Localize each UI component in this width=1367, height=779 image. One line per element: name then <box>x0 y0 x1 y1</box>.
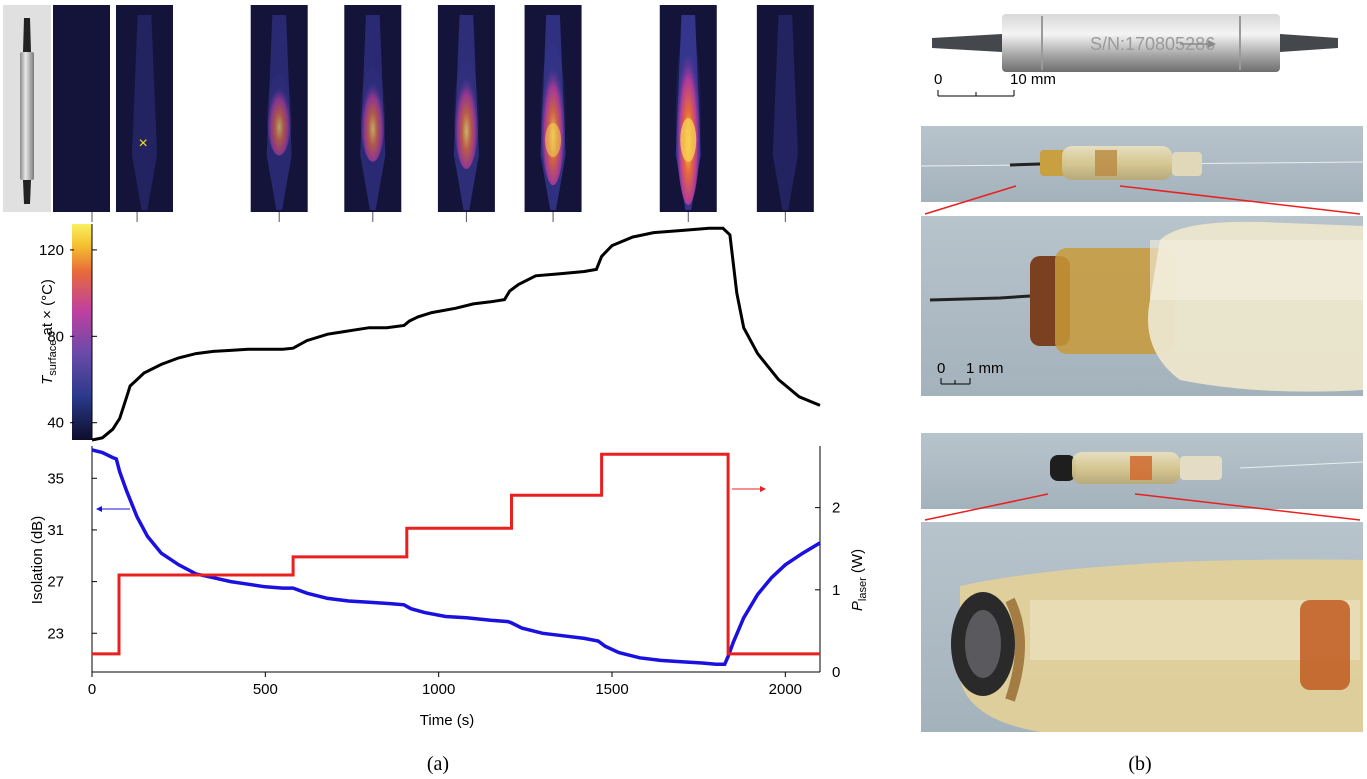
burnt-tip <box>1050 455 1076 481</box>
temperature-marker: × <box>139 135 148 152</box>
x-tick-label: 0 <box>88 681 96 698</box>
isolation-y-tick-label: 23 <box>47 625 64 642</box>
thermal-frame: × <box>116 5 173 222</box>
isolation-y-tick-label: 35 <box>47 470 64 487</box>
x-tick-label: 1500 <box>595 681 628 698</box>
x-tick-label: 500 <box>253 681 278 698</box>
isolator-device-vertical <box>20 18 34 204</box>
temp-y-tick-label: 80 <box>47 328 64 345</box>
svg-text:1 mm: 1 mm <box>966 360 1004 377</box>
photo-damaged-overview-1 <box>920 126 1364 202</box>
svg-text:0: 0 <box>934 71 942 88</box>
thermal-frame <box>659 5 717 222</box>
time-x-axis-label: Time (s) <box>420 712 474 729</box>
svg-text:0: 0 <box>937 360 945 377</box>
isolation-series-line <box>91 448 821 667</box>
left-fiber-boot <box>932 34 1002 52</box>
photo-damaged-closeup-2 <box>921 522 1363 732</box>
right-fiber-boot <box>1280 34 1338 52</box>
isolation-power-chart: 0 500 1000 1500 2000 23 27 31 35 0 1 2 Isolation (d… <box>29 446 869 729</box>
colorbar <box>72 224 92 440</box>
panel-label-b: (b) <box>1128 753 1151 775</box>
photo-damaged-closeup-1 <box>921 216 1363 396</box>
isolator-body <box>1002 14 1280 72</box>
thermal-strip: × <box>3 5 814 222</box>
temp-y-axis-label: Tsurface at × (°C) <box>39 279 59 385</box>
panel-label-a: (a) <box>427 753 449 775</box>
power-y-tick-label: 0 <box>832 664 840 681</box>
scale-bar-1mm: 0 1 mm <box>937 360 1004 385</box>
serial-number: S/N:170805286 <box>1090 34 1215 54</box>
power-y-tick-label: 1 <box>832 582 840 599</box>
svg-text:10 mm: 10 mm <box>1010 71 1056 88</box>
photo-damaged-overview-2 <box>921 433 1364 509</box>
magnet-end <box>1040 150 1066 176</box>
temperature-series-line <box>91 226 821 442</box>
power-y-axis-label: Plaser (W) <box>849 549 869 611</box>
thermal-frame <box>53 5 110 222</box>
zoom-lines-1 <box>924 185 1361 215</box>
isolation-y-tick-label: 27 <box>47 574 64 591</box>
isolation-y-axis-label: Isolation (dB) <box>29 516 46 604</box>
thermal-frame <box>344 5 402 222</box>
isolation-y-tick-label: 31 <box>47 522 64 539</box>
temperature-chart: 40 80 120 Tsurface at × (°C) <box>39 224 821 442</box>
laser-power-series-line <box>92 452 820 656</box>
x-tick-label: 1000 <box>422 681 455 698</box>
isolation-axis-arrow <box>96 506 130 512</box>
scale-bar-10mm: 0 10 mm <box>934 71 1056 97</box>
thermal-frame <box>756 5 814 222</box>
thermal-frame <box>250 5 308 222</box>
temp-y-tick-label: 40 <box>47 415 64 432</box>
thermal-frame <box>524 5 582 222</box>
x-tick-label: 2000 <box>769 681 802 698</box>
thermal-frame <box>437 5 495 222</box>
temp-y-tick-label: 120 <box>39 242 64 259</box>
zoom-lines-2 <box>924 493 1361 521</box>
power-axis-arrow <box>732 486 766 492</box>
power-y-tick-label: 2 <box>832 500 840 517</box>
photo-isolator: S/N:170805286 <box>921 5 1363 110</box>
